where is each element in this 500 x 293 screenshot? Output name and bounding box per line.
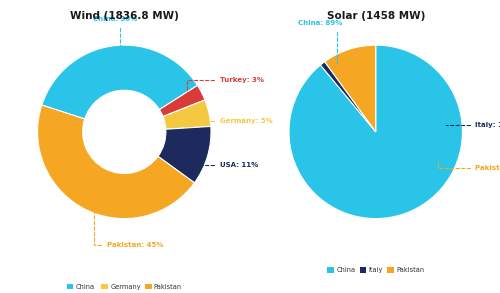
Text: Pakistan: 45%: Pakistan: 45% [94, 197, 164, 248]
Wedge shape [38, 105, 194, 219]
Wedge shape [163, 100, 211, 129]
Text: Italy: 1%: Italy: 1% [446, 122, 500, 128]
Text: Germany: 5%: Germany: 5% [185, 118, 272, 127]
Wedge shape [324, 45, 376, 132]
Legend: China, Turkey, Germany, USA, Pakistan: China, Turkey, Germany, USA, Pakistan [64, 281, 184, 293]
Wedge shape [289, 45, 463, 219]
Title: Wind (1836.8 MW): Wind (1836.8 MW) [70, 11, 178, 21]
Legend: China, Italy, Pakistan: China, Italy, Pakistan [324, 265, 426, 276]
Wedge shape [42, 45, 198, 119]
Text: USA: 11%: USA: 11% [184, 162, 258, 168]
Text: China: 36%: China: 36% [94, 16, 138, 73]
Text: Pakistan: 10%: Pakistan: 10% [438, 161, 500, 171]
Wedge shape [320, 62, 376, 132]
Wedge shape [160, 85, 205, 117]
Title: Solar (1458 MW): Solar (1458 MW) [326, 11, 425, 21]
Wedge shape [158, 126, 211, 183]
Text: China: 89%: China: 89% [298, 21, 342, 64]
Text: Turkey: 3%: Turkey: 3% [186, 77, 264, 101]
